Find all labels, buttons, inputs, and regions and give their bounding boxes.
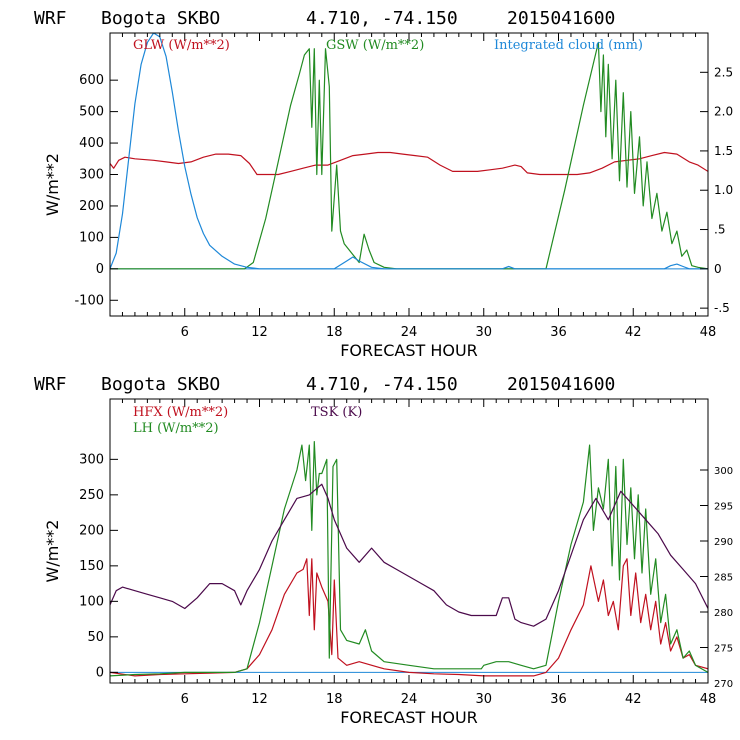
y-tick-label: 200: [79, 199, 104, 214]
series-line-1: [110, 151, 708, 176]
y-axis-label: W/m**2: [43, 153, 62, 216]
x-tick-label: 48: [700, 692, 717, 707]
header-location: Bogota SKBO: [101, 8, 220, 29]
header-date: 2015041600: [507, 374, 615, 395]
y-tick-label: 100: [79, 594, 104, 609]
legend-item-3: Integrated cloud (mm): [494, 38, 643, 53]
x-tick-label: 24: [401, 325, 418, 340]
series-line-2: [110, 41, 708, 270]
x-axis-label: FORECAST HOUR: [340, 341, 478, 360]
header-coords: 4.710, -74.150: [306, 374, 458, 395]
legend-item-1: GLW (W/m**2): [133, 38, 230, 53]
y2-tick-label: 0: [714, 262, 722, 276]
y-tick-label: 0: [96, 665, 104, 680]
y-tick-label: 150: [79, 559, 104, 574]
y2-tick-label: 290: [714, 537, 733, 548]
x-tick-label: 12: [251, 325, 268, 340]
x-tick-label: 18: [326, 325, 343, 340]
y2-tick-label: 275: [714, 644, 733, 655]
y-axis-label: W/m**2: [43, 520, 62, 583]
x-tick-label: 6: [181, 692, 189, 707]
legend-item-3: TSK (K): [311, 405, 362, 420]
x-tick-label: 6: [181, 325, 189, 340]
y2-tick-label: 1.5: [714, 144, 733, 158]
y2-tick-label: 285: [714, 573, 733, 584]
x-tick-label: 30: [475, 325, 492, 340]
legend-item-2: LH (W/m**2): [133, 421, 219, 436]
x-tick-label: 18: [326, 692, 343, 707]
y2-tick-label: 295: [714, 502, 733, 513]
y2-tick-label: .5: [714, 223, 725, 237]
y2-tick-label: -.5: [714, 301, 730, 315]
series-line-3: [110, 483, 708, 627]
x-tick-label: 12: [251, 692, 268, 707]
chart-panel-2: WRF Bogota SKBO 4.710, -74.150 2015041600 6 1…: [34, 374, 733, 727]
y-tick-label: 400: [79, 136, 104, 151]
y-tick-label: 300: [79, 452, 104, 467]
x-tick-label: 48: [700, 325, 717, 340]
x-tick-label: 42: [625, 692, 642, 707]
series-line-3: [110, 33, 708, 270]
header-model: WRF: [34, 8, 67, 29]
y2-tick-label: 280: [714, 608, 733, 619]
legend-item-2: GSW (W/m**2): [326, 38, 424, 53]
x-tick-label: 36: [550, 692, 567, 707]
header-coords: 4.710, -74.150: [306, 8, 458, 29]
chart-panel-1: WRF Bogota SKBO 4.710, -74.150 2015041600 6 1…: [34, 8, 733, 360]
y-tick-label: 0: [96, 262, 104, 277]
y-tick-label: 500: [79, 105, 104, 120]
x-tick-label: 24: [401, 692, 418, 707]
y2-tick-label: 2.5: [714, 65, 733, 79]
y-tick-label: -100: [74, 293, 104, 308]
y2-tick-label: 270: [714, 679, 733, 690]
y-tick-label: 250: [79, 488, 104, 503]
y-tick-label: 200: [79, 523, 104, 538]
series-line-2: [110, 441, 708, 677]
x-tick-label: 30: [475, 692, 492, 707]
x-tick-label: 42: [625, 325, 642, 340]
y-tick-label: 600: [79, 73, 104, 88]
x-tick-label: 36: [550, 325, 567, 340]
y-tick-label: 300: [79, 168, 104, 183]
header-date: 2015041600: [507, 8, 615, 29]
y2-tick-label: 1.0: [714, 183, 733, 197]
y2-tick-label: 2.0: [714, 105, 733, 119]
header-location: Bogota SKBO: [101, 374, 220, 395]
header-model: WRF: [34, 374, 67, 395]
legend-item-1: HFX (W/m**2): [133, 405, 228, 420]
y-tick-label: 100: [79, 230, 104, 245]
plot-frame: [109, 32, 709, 317]
y2-tick-label: 300: [714, 466, 733, 477]
x-axis-label: FORECAST HOUR: [340, 708, 478, 727]
y-tick-label: 50: [87, 630, 104, 645]
